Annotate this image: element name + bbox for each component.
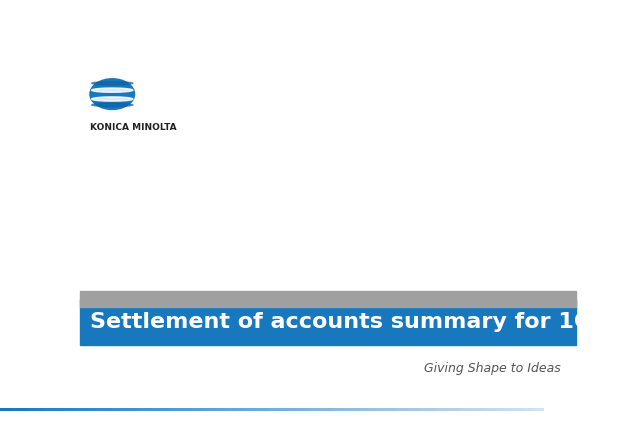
Bar — [80, 299, 576, 345]
Text: KONICA MINOLTA: KONICA MINOLTA — [90, 123, 177, 132]
Ellipse shape — [92, 97, 133, 101]
Ellipse shape — [92, 88, 133, 92]
Ellipse shape — [92, 103, 133, 107]
Bar — [80, 291, 576, 307]
Text: Giving Shape to Ideas: Giving Shape to Ideas — [424, 362, 561, 375]
Text: Settlement of accounts summary for 1Q / March 2016 (1Q/2016): Settlement of accounts summary for 1Q / … — [90, 312, 640, 332]
Circle shape — [90, 79, 134, 109]
Ellipse shape — [92, 82, 133, 85]
